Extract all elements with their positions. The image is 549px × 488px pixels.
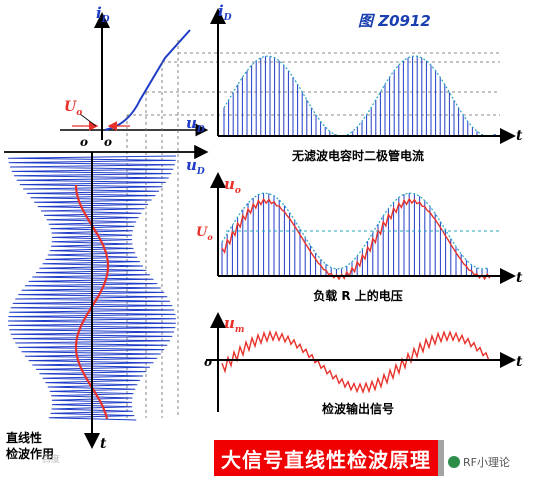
panel-load-voltage: [210, 172, 516, 284]
panel3-caption: 检波输出信号: [322, 401, 394, 416]
t-label-left: t: [100, 436, 107, 452]
current-envelope: [223, 55, 496, 137]
watermark-text: RF小理论: [463, 456, 510, 469]
output-waveform: [221, 329, 490, 395]
panel1-t-label: t: [516, 128, 523, 144]
voltage-sawtooth: [221, 197, 491, 281]
panel3-t-label: t: [516, 354, 523, 370]
ud-axis-label-top: uD: [186, 114, 205, 135]
panel2-y-label: uo: [224, 175, 241, 196]
panel3-y-label: um: [224, 314, 244, 335]
side-label-line2: 检波作用: [6, 447, 55, 461]
id-axis-label: iD: [96, 4, 110, 25]
panel2-t-label: t: [516, 270, 523, 286]
panel1-y-label: iD: [218, 2, 232, 23]
origin-right: o: [104, 135, 112, 149]
voltage-envelope: [221, 192, 488, 270]
title-banner: 大信号直线性检波原理: [214, 440, 444, 476]
panel2-caption: 负载 R 上的电压: [313, 288, 403, 303]
panel1-caption: 无滤波电容时二极管电流: [291, 148, 424, 163]
figure-id: 图 Z0912: [358, 12, 431, 30]
current-pulses: [223, 56, 496, 136]
panel3-origin: o: [204, 355, 212, 369]
panel2-uo-label: Uo: [196, 225, 213, 242]
origin-left: o: [80, 135, 88, 149]
rf-waveform-left: [7, 155, 177, 421]
input-rf-signal: [4, 144, 209, 449]
projection-lines: [126, 40, 500, 418]
ud-axis-label-left: uD: [186, 156, 205, 177]
voltage-pulses: [221, 193, 488, 275]
linear-detection-label: 直线性 检波作用: [6, 430, 96, 462]
uo-pointer: [79, 113, 97, 127]
uo-threshold-label: Uo: [64, 99, 82, 118]
side-label-line1: 直线性: [6, 431, 43, 445]
watermark: RF小理论: [448, 454, 510, 470]
wechat-icon: [448, 456, 460, 468]
panel-output-signal: [206, 312, 516, 412]
small-watermark: 百度: [42, 455, 61, 465]
panel-diode-current: [210, 8, 516, 144]
